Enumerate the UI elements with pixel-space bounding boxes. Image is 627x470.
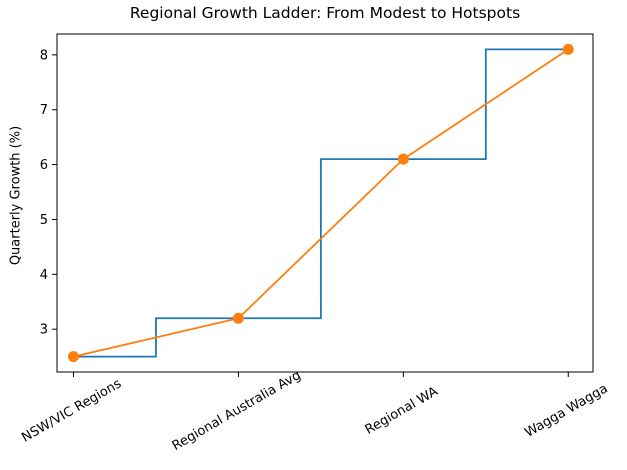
axes-spines (56, 33, 594, 373)
y-tick-label: 5 (40, 213, 48, 228)
step-series-path (73, 48, 569, 358)
trend-series-path (73, 48, 569, 358)
chart-title: Regional Growth Ladder: From Modest to H… (129, 4, 521, 22)
x-tick-label: Regional Australia Avg (170, 368, 304, 454)
x-tick-label: Regional WA (363, 384, 441, 438)
x-tick-label: Wagga Wagga (522, 381, 610, 441)
trend-series-marker (232, 312, 244, 324)
trend-series-marker (67, 351, 79, 363)
trend-series-marker (562, 43, 574, 55)
x-tick-label: NSW/VIC Regions (19, 376, 124, 445)
trend-series-marker (397, 153, 409, 165)
y-tick-label: 4 (40, 268, 48, 283)
y-tick-label: 6 (40, 158, 48, 173)
y-tick-label: 8 (40, 48, 48, 63)
y-tick-label: 7 (40, 103, 48, 118)
y-tick-label: 3 (40, 323, 48, 338)
